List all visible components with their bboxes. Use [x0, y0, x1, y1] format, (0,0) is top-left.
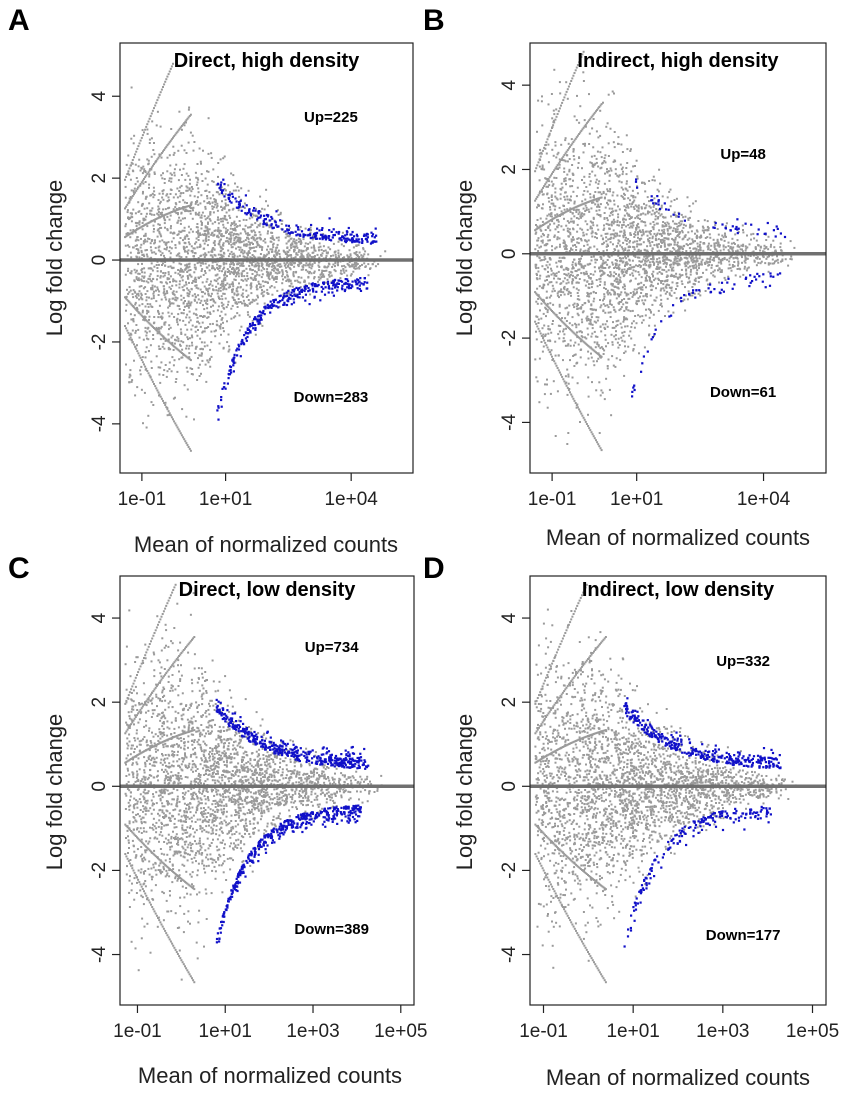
- y-tick-label: 4: [89, 91, 110, 102]
- y-tick-label: 2: [89, 697, 110, 708]
- up-count-label: Up=48: [720, 146, 765, 163]
- x-tick-label: 1e+04: [737, 489, 791, 510]
- x-tick-label: 1e+01: [199, 489, 252, 510]
- x-axis-label: Mean of normalized counts: [546, 1065, 810, 1090]
- x-axis-label: Mean of normalized counts: [546, 525, 810, 550]
- y-tick-label: 0: [89, 255, 110, 266]
- panel-a: A Direct, high density Up=225 Down=283 4 2 0 -2…: [8, 4, 414, 557]
- chart-title: Indirect, high density: [577, 50, 779, 72]
- x-tick-label: 1e+04: [324, 489, 378, 510]
- x-tick-label: 1e-01: [113, 1021, 162, 1042]
- up-count-label: Up=734: [305, 639, 359, 656]
- y-tick-label: -2: [499, 330, 520, 347]
- chart-title: Direct, low density: [179, 579, 357, 601]
- y-axis-label: Log fold change: [452, 180, 477, 337]
- x-tick-label: 1e+01: [610, 489, 663, 510]
- y-tick-label: 4: [499, 612, 520, 623]
- y-tick-label: 0: [499, 781, 520, 792]
- up-count-label: Up=225: [304, 109, 358, 126]
- y-tick-label: 0: [89, 781, 110, 792]
- y-tick-label: -4: [89, 415, 110, 432]
- x-tick-label: 1e+05: [374, 1021, 427, 1042]
- down-count-label: Down=61: [710, 384, 776, 401]
- panel-b: B Indirect, high density Up=48 Down=61 4 2 0 -2…: [423, 4, 827, 550]
- y-axis-label: Log fold change: [42, 180, 67, 337]
- x-tick-label: 1e+05: [786, 1021, 839, 1042]
- x-axis-label: Mean of normalized counts: [138, 1063, 402, 1088]
- y-tick-label: -2: [89, 333, 110, 350]
- y-tick-label: 2: [499, 697, 520, 708]
- plot-frame: [119, 42, 414, 474]
- y-tick-label: 4: [499, 79, 520, 90]
- y-tick-label: -4: [89, 946, 110, 963]
- x-tick-label: 1e-01: [118, 489, 167, 510]
- y-tick-label: -2: [89, 862, 110, 879]
- x-tick-label: 1e+03: [696, 1021, 749, 1042]
- panel-letter: C: [8, 552, 30, 585]
- y-axis-label: Log fold change: [452, 714, 477, 871]
- up-count-label: Up=332: [716, 653, 770, 670]
- y-tick-label: 2: [499, 164, 520, 175]
- chart-title: Indirect, low density: [582, 579, 775, 601]
- y-tick-label: -4: [499, 414, 520, 431]
- y-tick-label: -2: [499, 862, 520, 879]
- panel-c: C Direct, low density Up=734 Down=389 4 2 0 -2 -…: [8, 552, 427, 1088]
- down-count-label: Down=177: [706, 927, 781, 944]
- down-count-label: Down=283: [294, 389, 369, 406]
- scatter-points: [534, 50, 796, 452]
- scatter-points: [124, 583, 383, 984]
- scatter-points: [534, 583, 797, 984]
- scatter-points: [124, 62, 387, 452]
- y-tick-label: 2: [89, 173, 110, 184]
- panel-letter: D: [423, 552, 445, 585]
- down-count-label: Down=389: [294, 921, 369, 938]
- x-axis-label: Mean of normalized counts: [134, 532, 398, 557]
- plot-frame: [529, 42, 827, 474]
- y-axis-label: Log fold change: [42, 714, 67, 871]
- plot-frame: [119, 575, 415, 1006]
- panel-letter: B: [423, 4, 445, 37]
- y-tick-label: -4: [499, 946, 520, 963]
- panel-letter: A: [8, 4, 30, 37]
- x-tick-label: 1e-01: [528, 489, 577, 510]
- x-tick-label: 1e+01: [606, 1021, 659, 1042]
- y-tick-label: 0: [499, 248, 520, 259]
- y-tick-label: 4: [89, 612, 110, 623]
- x-tick-label: 1e-01: [519, 1021, 568, 1042]
- chart-title: Direct, high density: [174, 50, 360, 72]
- plot-frame: [529, 575, 827, 1006]
- x-tick-label: 1e+03: [286, 1021, 339, 1042]
- x-tick-label: 1e+01: [199, 1021, 252, 1042]
- panel-d: D Indirect, low density Up=332 Down=177 4 2 0 -…: [423, 552, 839, 1090]
